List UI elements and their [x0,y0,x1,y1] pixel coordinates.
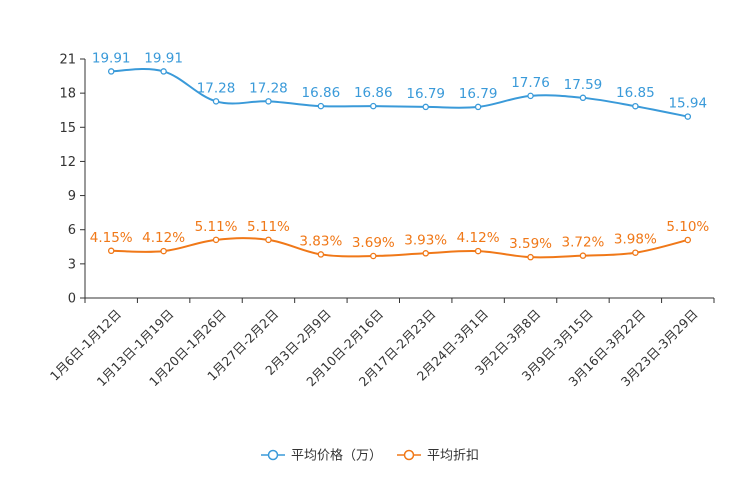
data-label: 5.10% [666,219,709,235]
data-label: 19.91 [92,50,131,66]
y-tick-label: 18 [59,87,76,102]
data-label: 16.86 [354,85,393,101]
y-tick-label: 9 [68,189,76,204]
data-point [317,102,325,110]
data-point [107,68,115,75]
data-point [684,113,692,120]
data-label: 17.28 [249,80,288,96]
data-point [579,252,587,259]
data-point [370,102,377,110]
y-tick-label: 6 [68,223,76,238]
y-tick-label: 3 [68,257,76,272]
data-label: 4.15% [90,230,133,246]
data-point [212,98,220,105]
data-label: 3.83% [299,233,342,249]
data-label: 3.69% [352,235,395,251]
data-label: 16.79 [459,86,498,102]
y-tick-label: 15 [59,121,76,136]
data-point [107,247,115,255]
data-label: 3.93% [404,232,447,248]
data-point [632,249,639,256]
data-point [212,236,220,244]
data-label: 3.59% [509,236,552,252]
series-line-0 [111,68,688,118]
data-label: 5.11% [195,219,238,235]
data-point [160,68,167,75]
data-point [684,236,692,244]
data-label: 17.59 [564,77,603,93]
data-point [265,98,272,105]
y-tick-label: 12 [59,155,76,170]
data-label: 4.12% [457,230,500,246]
legend-marker-0 [267,449,279,461]
data-point [632,102,639,110]
legend-marker-1 [403,449,415,461]
data-label: 5.11% [247,219,290,235]
data-label: 17.76 [511,75,550,91]
data-point [422,103,429,111]
data-label: 19.91 [144,50,183,66]
data-point [474,103,482,111]
data-point [317,251,325,258]
series-line-1 [111,237,689,259]
y-tick-label: 21 [59,53,76,68]
data-point [527,92,534,100]
data-label: 16.85 [616,85,655,101]
data-label: 3.98% [614,232,657,248]
y-tick-label: 0 [68,292,76,307]
data-point [265,236,272,244]
data-label: 17.28 [197,80,236,96]
data-point [160,247,167,255]
legend-label-1: 平均折扣 [427,449,479,464]
data-label: 3.72% [562,235,605,251]
legend-label-0: 平均价格（万） [291,448,382,464]
data-point [370,252,377,260]
data-label: 15.94 [668,96,707,112]
data-label: 16.86 [302,85,341,101]
data-point [579,94,587,102]
data-point [422,250,429,257]
data-point [474,247,482,255]
data-label: 16.79 [406,86,445,102]
data-point [527,253,534,261]
data-label: 4.12% [142,230,185,246]
